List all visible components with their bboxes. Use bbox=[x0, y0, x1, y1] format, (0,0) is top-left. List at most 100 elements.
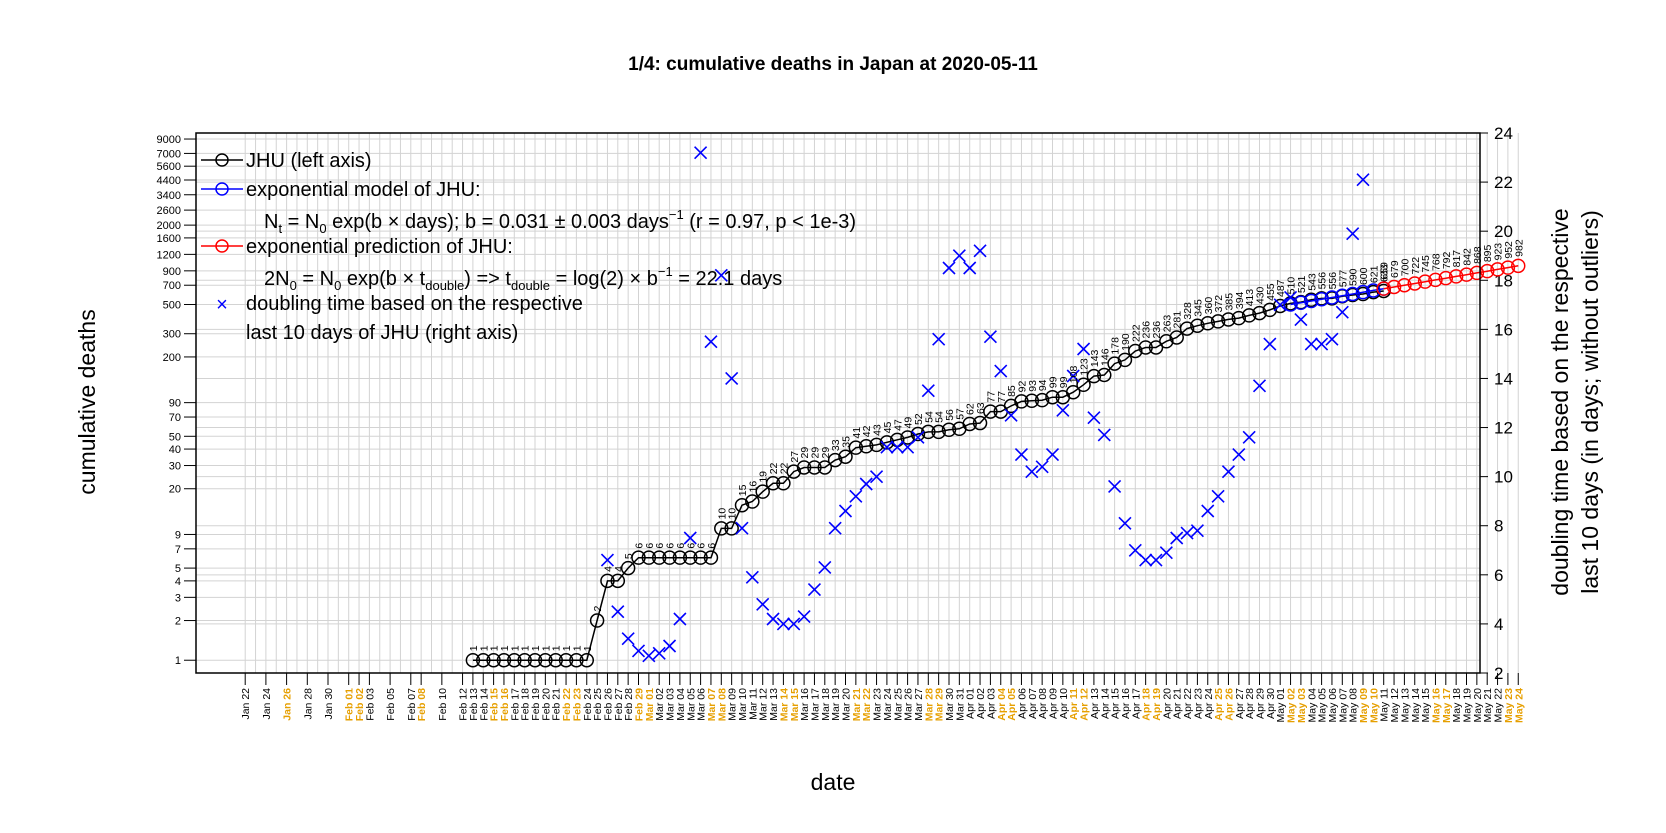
x-tick-label: Mar 08 bbox=[716, 688, 728, 721]
x-tick-label: Apr 19 bbox=[1151, 688, 1163, 721]
doubling-time-marker bbox=[745, 570, 759, 584]
jhu-data-label: 633 bbox=[1379, 264, 1391, 282]
doubling-time-stroke bbox=[880, 440, 894, 454]
x-tick-label: Apr 02 bbox=[975, 688, 987, 719]
y2-tick-label: 8 bbox=[1494, 517, 1503, 536]
jhu-point bbox=[765, 476, 781, 491]
doubling-time-stroke bbox=[1232, 447, 1246, 462]
x-tick-label: Apr 28 bbox=[1244, 688, 1256, 719]
jhu-data-label: 29 bbox=[820, 447, 832, 459]
doubling-time-stroke bbox=[1035, 460, 1049, 474]
doubling-time-stroke bbox=[735, 521, 749, 535]
jhu-data-label: 1 bbox=[571, 645, 583, 651]
doubling-time-marker bbox=[1335, 305, 1349, 319]
doubling-time-marker bbox=[869, 470, 884, 484]
prediction-data-label: 817 bbox=[1451, 250, 1463, 268]
doubling-time-stroke bbox=[652, 646, 666, 660]
x-tick-label: Mar 17 bbox=[809, 688, 821, 721]
x-tick-label: Mar 13 bbox=[768, 688, 780, 721]
doubling-time-stroke bbox=[1045, 447, 1060, 462]
doubling-time-stroke bbox=[1273, 298, 1287, 312]
jhu-point bbox=[631, 550, 646, 565]
prediction-point bbox=[1386, 279, 1402, 295]
doubling-time-marker bbox=[963, 261, 977, 275]
x-tick-label: May 24 bbox=[1513, 688, 1525, 723]
jhu-data-label: 10 bbox=[716, 508, 728, 520]
x-axis: Jan 22 Jan 24 Jan 26 Jan 28 Jan 30 Feb 01Feb … bbox=[240, 673, 1525, 723]
jhu-data-label: 62 bbox=[965, 403, 977, 415]
jhu-point bbox=[1159, 334, 1174, 349]
x-tick-label: May 08 bbox=[1348, 688, 1360, 723]
doubling-time-stroke bbox=[1076, 342, 1091, 356]
x-tick-label: May 20 bbox=[1472, 688, 1484, 723]
jhu-data-label: 590 bbox=[1348, 268, 1360, 286]
legend: JHU (left axis) exponential model of JHU… bbox=[201, 150, 856, 344]
prediction-data-label: 895 bbox=[1482, 244, 1494, 262]
jhu-point bbox=[817, 460, 833, 475]
x-tick-label: Apr 04 bbox=[996, 688, 1008, 721]
jhu-data-label: 345 bbox=[1192, 299, 1204, 317]
doubling-time-stroke bbox=[1025, 465, 1039, 479]
x-tick-label: Mar 07 bbox=[706, 688, 718, 721]
jhu-data-label: 236 bbox=[1141, 321, 1153, 339]
doubling-time-marker bbox=[662, 639, 677, 653]
model-point bbox=[1345, 286, 1360, 302]
jhu-point bbox=[1190, 318, 1205, 333]
x-tick-label: May 10 bbox=[1368, 688, 1380, 723]
jhu-point bbox=[921, 424, 936, 440]
doubling-time-marker bbox=[787, 617, 801, 631]
jhu-data-label: 394 bbox=[1234, 291, 1246, 309]
doubling-time-stroke bbox=[673, 612, 687, 626]
doubling-time-stroke bbox=[1170, 531, 1184, 545]
jhu-point bbox=[848, 440, 864, 455]
jhu-point bbox=[672, 550, 688, 565]
doubling-time-stroke bbox=[756, 597, 770, 611]
y2-tick-label: 4 bbox=[1494, 615, 1503, 634]
x-tick-label: Jan 28 bbox=[302, 688, 314, 720]
doubling-time-marker bbox=[1294, 312, 1308, 327]
jhu-data-label: 45 bbox=[882, 421, 894, 433]
jhu-data-label: 6 bbox=[665, 543, 677, 549]
chart-title: 1/4: cumulative deaths in Japan at 2020-… bbox=[628, 54, 1038, 75]
x-tick-label: May 15 bbox=[1420, 688, 1432, 723]
doubling-time-marker bbox=[1025, 465, 1039, 479]
x-tick-label: Feb 24 bbox=[582, 688, 594, 721]
x-tick-label: Apr 18 bbox=[1141, 688, 1153, 721]
jhu-data-label: 2 bbox=[592, 606, 604, 612]
doubling-time-marker bbox=[631, 644, 646, 658]
doubling-time-stroke bbox=[869, 470, 884, 484]
prediction-point bbox=[1407, 276, 1422, 291]
doubling-time-stroke bbox=[963, 261, 977, 275]
jhu-point bbox=[538, 652, 553, 668]
x-tick-label: Apr 01 bbox=[965, 688, 977, 719]
doubling-time-marker bbox=[849, 489, 863, 503]
x-tick-label: May 07 bbox=[1337, 688, 1349, 723]
x-tick-label: May 04 bbox=[1306, 688, 1318, 723]
x-axis-label: date bbox=[811, 769, 856, 795]
jhu-point bbox=[1097, 367, 1112, 383]
y-tick-label: 2 bbox=[175, 616, 181, 628]
doubling-time-marker bbox=[1056, 403, 1070, 417]
doubling-time-stroke bbox=[1221, 465, 1236, 479]
y-tick-label: 1200 bbox=[157, 249, 181, 261]
y2-tick-label: 24 bbox=[1494, 124, 1513, 143]
y-tick-label: 900 bbox=[163, 266, 181, 278]
jhu-data-label: 510 bbox=[1286, 277, 1298, 295]
doubling-time-marker bbox=[1315, 337, 1329, 351]
doubling-time-stroke bbox=[797, 609, 811, 624]
x-tick-label: May 02 bbox=[1286, 688, 1298, 723]
jhu-point bbox=[734, 497, 750, 513]
jhu-point bbox=[548, 652, 563, 668]
doubling-time-stroke bbox=[1211, 489, 1225, 503]
x-tick-label: Mar 06 bbox=[696, 688, 708, 721]
jhu-data-label: 22 bbox=[768, 462, 780, 474]
doubling-time-stroke bbox=[1108, 479, 1122, 494]
x-tick-label: Apr 12 bbox=[1079, 688, 1091, 721]
y2-tick-label: 6 bbox=[1494, 566, 1503, 585]
x-tick-label: Mar 19 bbox=[830, 688, 842, 721]
jhu-data-label: 54 bbox=[923, 411, 935, 423]
doubling-time-marker bbox=[921, 384, 935, 398]
jhu-point bbox=[1231, 310, 1247, 326]
jhu-point bbox=[465, 652, 481, 668]
doubling-time-marker bbox=[994, 364, 1008, 378]
